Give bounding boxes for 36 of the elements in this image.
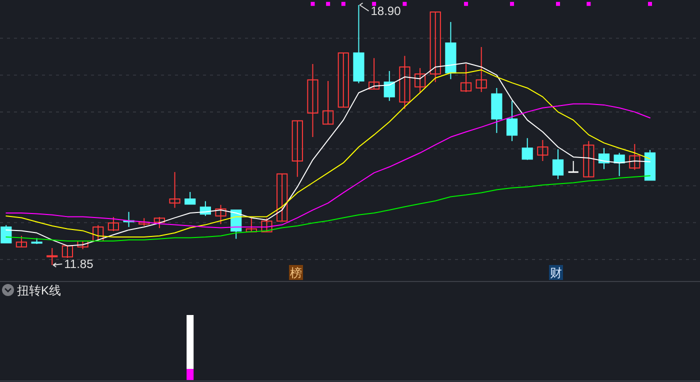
candlestick	[430, 12, 441, 83]
candlestick	[261, 218, 272, 232]
candlestick	[338, 52, 349, 108]
candlestick	[292, 120, 303, 178]
text: 财	[550, 266, 562, 280]
candlestick	[307, 64, 318, 138]
candlestick	[384, 70, 395, 102]
candlestick	[552, 148, 564, 180]
candlestick	[154, 216, 165, 229]
candlestick	[399, 55, 410, 110]
candlestick	[184, 191, 196, 205]
candlestick	[322, 80, 334, 125]
candlestick	[629, 144, 640, 170]
candlestick	[460, 64, 472, 93]
candlestick	[108, 216, 119, 232]
candlestick	[568, 160, 580, 173]
candlestick	[16, 235, 28, 248]
candlestick	[522, 138, 533, 160]
candlestick	[62, 245, 74, 258]
text: 榜	[290, 266, 302, 280]
annotation: 11.85	[64, 257, 94, 271]
candlestick	[246, 218, 257, 232]
candlestick	[614, 152, 625, 177]
candlestick	[506, 100, 518, 142]
candlestick	[537, 139, 548, 162]
chart-title: 扭转K线	[17, 284, 62, 298]
candlestick	[169, 172, 180, 208]
annotation: 18.90	[370, 4, 402, 18]
candlestick	[476, 46, 487, 93]
candlestick	[368, 58, 380, 90]
candlestick	[598, 148, 610, 170]
candlestick	[414, 68, 426, 94]
candlestick	[215, 204, 226, 225]
candlestick	[583, 140, 594, 178]
candlestick	[276, 173, 288, 222]
candlestick	[46, 248, 58, 266]
